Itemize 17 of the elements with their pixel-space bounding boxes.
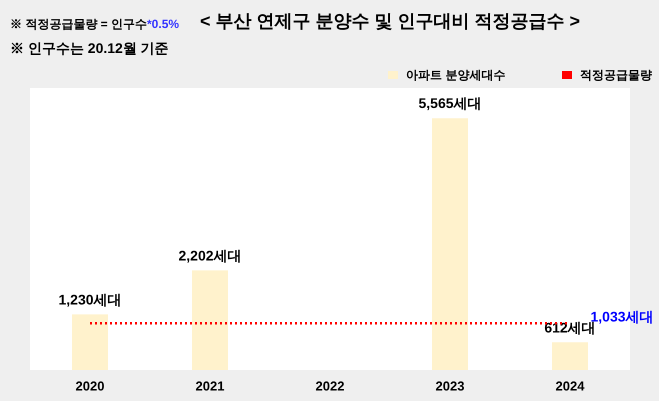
data-label: 5,565세대 [418,95,482,112]
x-tick-label: 2024 [556,378,586,394]
bar [432,118,468,370]
x-tick-label: 2023 [436,378,464,394]
data-label: 1,230세대 [58,291,122,308]
text: ※ 인구수는 20.12월 기준 [10,40,169,58]
text: ※ 적정공급물량 = 인구수*0.5% [10,16,180,33]
data-label: 2,202세대 [178,247,242,264]
x-tick-label: 2021 [196,378,224,394]
bar [72,314,108,370]
legend-label: 아파트 분양세대수 [406,68,506,82]
bar [552,342,588,370]
bar [192,270,228,370]
x-tick-label: 2020 [76,378,104,394]
legend-label: 적정공급물량 [580,68,652,82]
chart-title: < 부산 연제구 분양수 및 인구대비 적정공급수 > [200,10,580,33]
x-tick-label: 2022 [316,378,344,394]
